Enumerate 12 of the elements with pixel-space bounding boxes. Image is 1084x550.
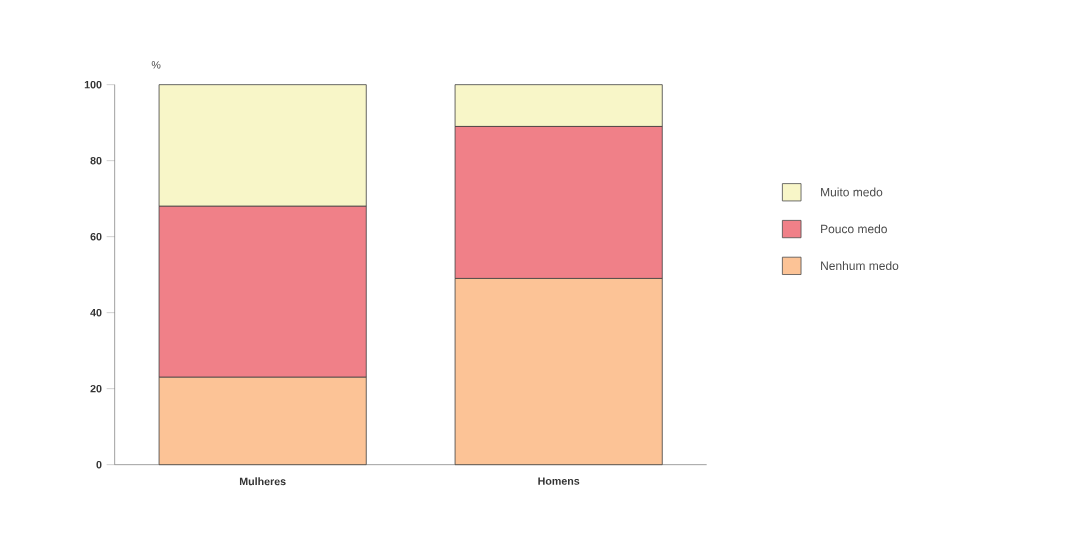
legend-label: Muito medo [821,187,883,197]
y-tick-label: 40 [90,308,102,317]
legend-label: Pouco medo [821,224,887,234]
y-tick-label: 0 [96,460,102,469]
y-tick-label: 20 [90,384,102,393]
y-tick-label: 100 [84,80,102,89]
y-tick-label: 80 [90,156,102,165]
x-tick-label: Mulheres [239,477,286,486]
y-tick-label: 60 [90,232,102,241]
x-tick-label: Homens [538,477,580,485]
legend-label: Nenhum medo [821,261,899,271]
y-axis-title: % [151,61,161,69]
